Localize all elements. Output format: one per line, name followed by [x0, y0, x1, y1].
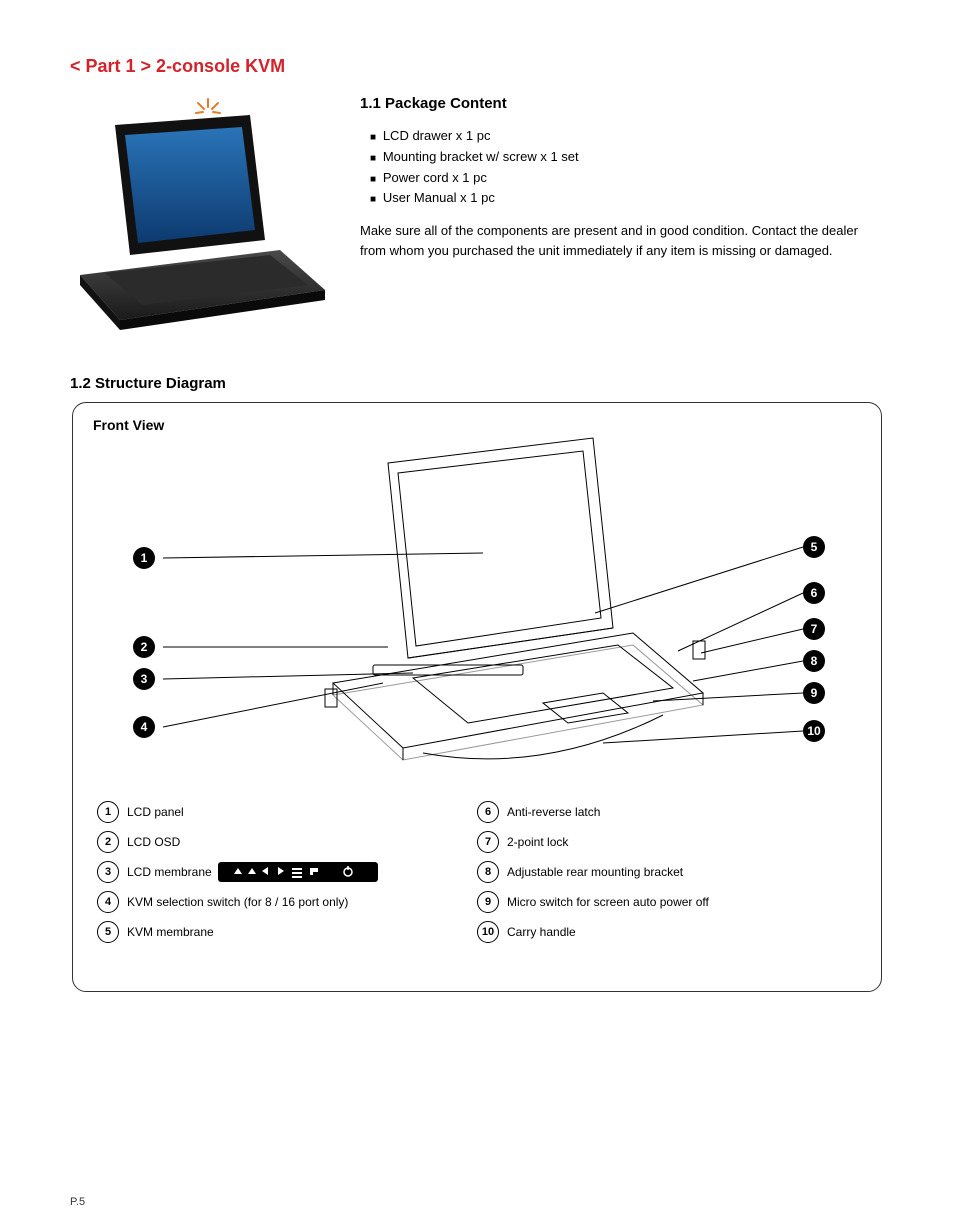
- callout-6: 6: [803, 582, 825, 604]
- legend-text: Anti-reverse latch: [507, 805, 600, 819]
- legend-row: 7 2-point lock: [477, 831, 857, 853]
- legend-text: LCD OSD: [127, 835, 180, 849]
- callout-8: 8: [803, 650, 825, 672]
- legend-row: 2 LCD OSD: [97, 831, 477, 853]
- legend-num: 8: [477, 861, 499, 883]
- legend-row: 9 Micro switch for screen auto power off: [477, 891, 857, 913]
- list-item: User Manual x 1 pc: [360, 188, 884, 209]
- legend-text: LCD membrane: [127, 865, 212, 879]
- diagram-panel: Front View: [72, 402, 882, 992]
- legend-col-left: 1 LCD panel 2 LCD OSD 3 LCD membrane: [97, 801, 477, 951]
- page-footer: P.5: [70, 1196, 85, 1208]
- callout-3: 3: [133, 668, 155, 690]
- product-photo: [70, 95, 330, 350]
- legend-num: 7: [477, 831, 499, 853]
- callout-5: 5: [803, 536, 825, 558]
- legend-num: 6: [477, 801, 499, 823]
- legend-num: 2: [97, 831, 119, 853]
- intro-text: 1.1 Package Content LCD drawer x 1 pc Mo…: [360, 95, 884, 260]
- product-illustration-icon: [70, 95, 330, 345]
- legend-row: 6 Anti-reverse latch: [477, 801, 857, 823]
- legend-text: Adjustable rear mounting bracket: [507, 865, 683, 879]
- legend-num: 3: [97, 861, 119, 883]
- structure-heading: 1.2 Structure Diagram: [70, 375, 884, 392]
- legend-text: KVM selection switch (for 8 / 16 port on…: [127, 895, 348, 909]
- legend-text: LCD panel: [127, 805, 184, 819]
- list-item: LCD drawer x 1 pc: [360, 126, 884, 147]
- legend-row: 10 Carry handle: [477, 921, 857, 943]
- callout-4: 4: [133, 716, 155, 738]
- legend-row: 8 Adjustable rear mounting bracket: [477, 861, 857, 883]
- package-heading: 1.1 Package Content: [360, 95, 884, 112]
- intro-row: 1.1 Package Content LCD drawer x 1 pc Mo…: [70, 95, 884, 355]
- legend-text: 2-point lock: [507, 835, 568, 849]
- legend-row: 3 LCD membrane: [97, 861, 477, 883]
- list-item: Mounting bracket w/ screw x 1 set: [360, 147, 884, 168]
- page: < Part 1 > 2-console KVM: [0, 0, 954, 1232]
- legend-num: 5: [97, 921, 119, 943]
- membrane-strip-icon: [218, 862, 378, 882]
- callout-9: 9: [803, 682, 825, 704]
- legend-text: KVM membrane: [127, 925, 214, 939]
- callout-1: 1: [133, 547, 155, 569]
- device-lineart-icon: [73, 403, 882, 803]
- legend-text: Micro switch for screen auto power off: [507, 895, 709, 909]
- sparkle-icon: [194, 97, 222, 125]
- legend-num: 4: [97, 891, 119, 913]
- legend-row: 5 KVM membrane: [97, 921, 477, 943]
- section-heading: < Part 1 > 2-console KVM: [70, 56, 884, 77]
- intro-paragraph: Make sure all of the components are pres…: [360, 221, 884, 260]
- legend-row: 4 KVM selection switch (for 8 / 16 port o…: [97, 891, 477, 913]
- legend-num: 10: [477, 921, 499, 943]
- legend-num: 9: [477, 891, 499, 913]
- list-item: Power cord x 1 pc: [360, 168, 884, 189]
- legend-col-right: 6 Anti-reverse latch 7 2-point lock 8 Adjus…: [477, 801, 857, 951]
- legend-num: 1: [97, 801, 119, 823]
- callout-10: 10: [803, 720, 825, 742]
- legend-row: 1 LCD panel: [97, 801, 477, 823]
- callout-2: 2: [133, 636, 155, 658]
- callout-7: 7: [803, 618, 825, 640]
- legend-text: Carry handle: [507, 925, 576, 939]
